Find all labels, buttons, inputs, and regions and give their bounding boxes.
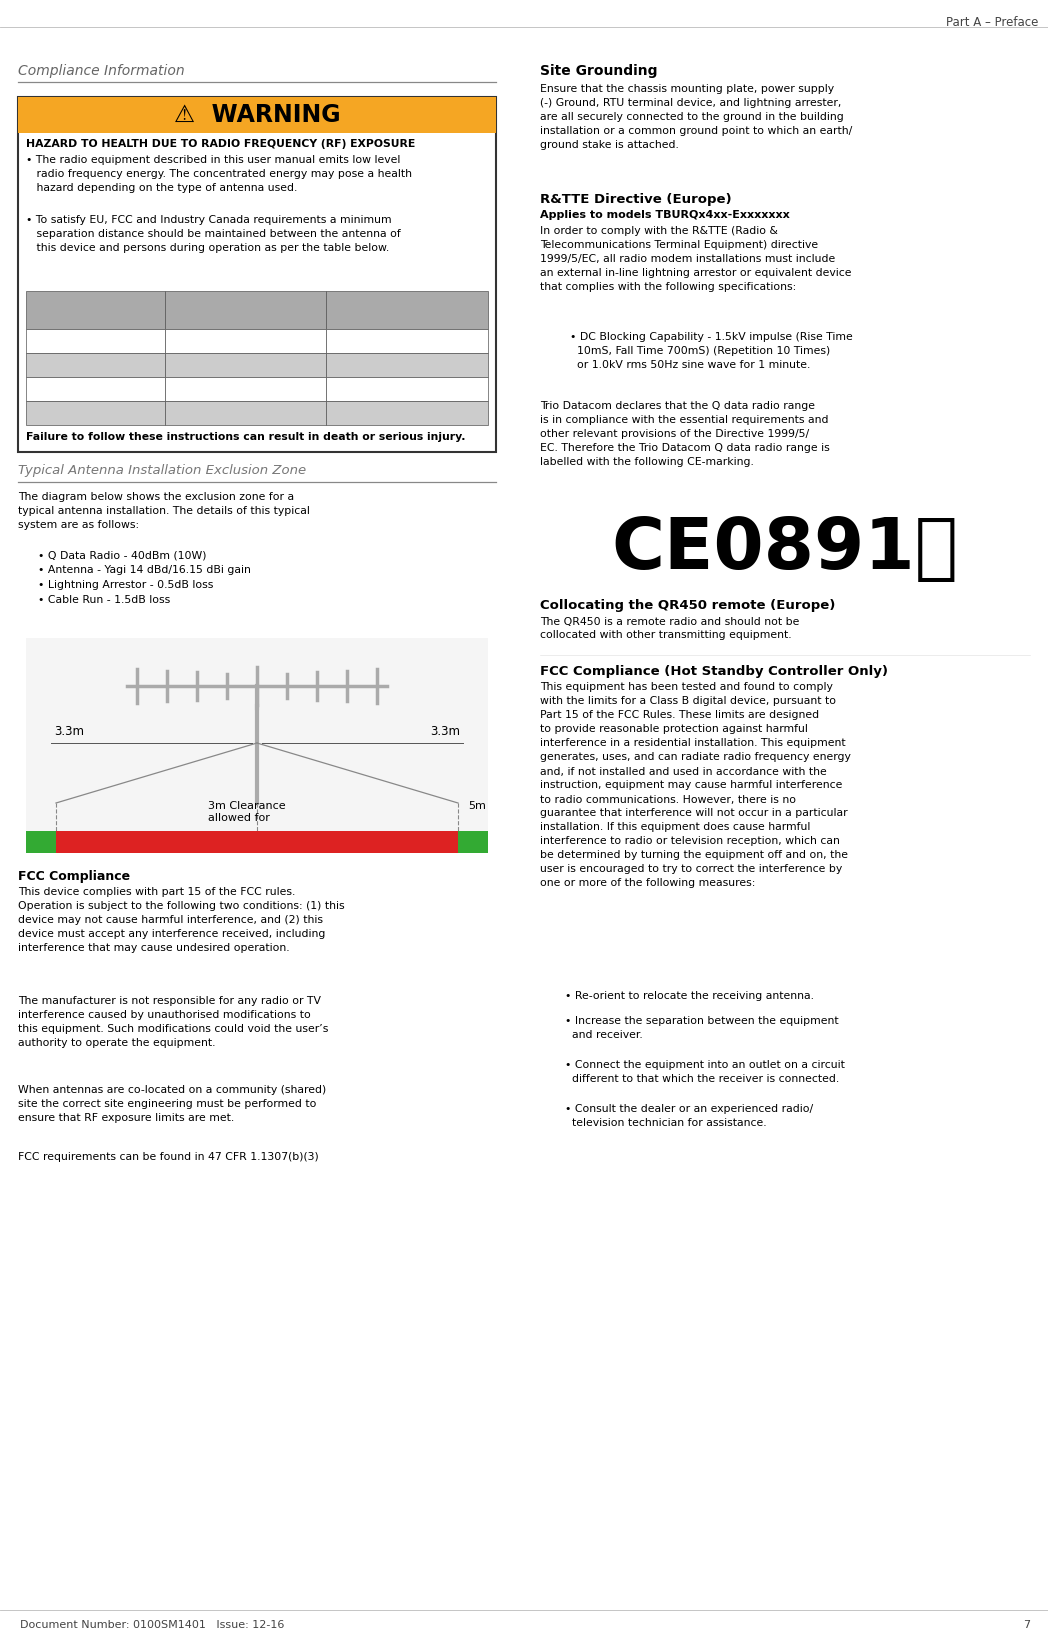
Bar [326, 377, 488, 401]
Bar [458, 832, 488, 853]
Text: Typical Antenna Installation Exclusion Zone: Typical Antenna Installation Exclusion Z… [18, 463, 306, 476]
Text: Trio Datacom declares that the Q data radio range
is in compliance with the esse: Trio Datacom declares that the Q data ra… [540, 401, 830, 467]
Text: 12 to 16: 12 to 16 [72, 408, 118, 417]
Bar [165, 401, 326, 426]
Text: Minimum Separation
from Antenna (Meters): Minimum Separation from Antenna (Meters) [184, 300, 307, 321]
Text: • Re-orient to relocate the receiving antenna.: • Re-orient to relocate the receiving an… [565, 992, 814, 1002]
Bar [165, 354, 326, 377]
Text: Applies to models TBURQx4xx-Exxxxxxx: Applies to models TBURQx4xx-Exxxxxxx [540, 210, 790, 221]
Text: ⚠  WARNING: ⚠ WARNING [174, 103, 341, 128]
Text: Document Number: 0100SM1401   Issue: 12-16: Document Number: 0100SM1401 Issue: 12-16 [20, 1621, 284, 1630]
Text: R&TTE Directive (Europe): R&TTE Directive (Europe) [540, 193, 732, 206]
Text: • Connect the equipment into an outlet on a circuit
  different to that which th: • Connect the equipment into an outlet o… [565, 1061, 845, 1084]
Text: 5m: 5m [468, 800, 486, 810]
Text: 3m Clearance
allowed for: 3m Clearance allowed for [209, 800, 286, 823]
Text: Minimum Separation from
Antenna (Feet Decimal): Minimum Separation from Antenna (Feet De… [337, 300, 477, 321]
Text: 3.3m: 3.3m [54, 725, 84, 738]
Bar [18, 97, 496, 452]
Text: Collocating the QR450 remote (Europe): Collocating the QR450 remote (Europe) [540, 599, 835, 612]
Bar [165, 291, 326, 329]
Text: In order to comply with the R&TTE (Radio &
Telecommunications Terminal Equipment: In order to comply with the R&TTE (Radio… [540, 226, 851, 293]
Bar [326, 354, 488, 377]
Text: 4.1: 4.1 [237, 385, 254, 395]
Text: Exclusion Zone: Exclusion Zone [204, 835, 309, 848]
Bar [326, 291, 488, 329]
Text: CE0891Ⓘ: CE0891Ⓘ [611, 514, 959, 583]
Text: This equipment has been tested and found to comply
with the limits for a Class B: This equipment has been tested and found… [540, 683, 851, 889]
Text: 2.6: 2.6 [237, 360, 254, 370]
Text: • DC Blocking Capability - 1.5kV impulse (Rise Time
  10mS, Fall Time 700mS) (Re: • DC Blocking Capability - 1.5kV impulse… [570, 332, 853, 370]
Bar [26, 401, 165, 426]
Bar [26, 638, 488, 853]
Bar [18, 97, 496, 133]
Text: 3.3m: 3.3m [430, 725, 460, 738]
Text: FCC Compliance (Hot Standby Controller Only): FCC Compliance (Hot Standby Controller O… [540, 665, 888, 678]
Bar [326, 329, 488, 354]
Text: 5.3: 5.3 [398, 336, 416, 345]
Bar [56, 832, 458, 853]
Text: Site Grounding: Site Grounding [540, 64, 657, 79]
Text: The manufacturer is not responsible for any radio or TV
interference caused by u: The manufacturer is not responsible for … [18, 997, 328, 1048]
Text: The diagram below shows the exclusion zone for a
typical antenna installation. T: The diagram below shows the exclusion zo… [18, 493, 310, 530]
Text: • Lightning Arrestor - 0.5dB loss: • Lightning Arrestor - 0.5dB loss [38, 579, 214, 589]
Text: 1.6: 1.6 [237, 336, 254, 345]
Text: 0 to 4: 0 to 4 [80, 336, 111, 345]
Bar [26, 832, 56, 853]
Text: 8.6: 8.6 [398, 360, 416, 370]
Text: • Consult the dealer or an experienced radio/
  television technician for assist: • Consult the dealer or an experienced r… [565, 1105, 813, 1128]
Bar [26, 354, 165, 377]
Text: 7: 7 [1023, 1621, 1030, 1630]
Bar [165, 329, 326, 354]
Text: Ensure that the chassis mounting plate, power supply
(-) Ground, RTU terminal de: Ensure that the chassis mounting plate, … [540, 83, 852, 151]
Text: Range of Antenna
system gains (dBd): Range of Antenna system gains (dBd) [44, 300, 147, 321]
Text: Compliance Information: Compliance Information [18, 64, 184, 79]
Text: • Increase the separation between the equipment
  and receiver.: • Increase the separation between the eq… [565, 1015, 838, 1039]
Text: • To satisfy EU, FCC and Industry Canada requirements a minimum
   separation di: • To satisfy EU, FCC and Industry Canada… [26, 214, 400, 254]
Text: • Antenna - Yagi 14 dBd/16.15 dBi gain: • Antenna - Yagi 14 dBd/16.15 dBi gain [38, 565, 250, 575]
Text: HAZARD TO HEALTH DUE TO RADIO FREQUENCY (RF) EXPOSURE: HAZARD TO HEALTH DUE TO RADIO FREQUENCY … [26, 139, 415, 149]
Bar [326, 401, 488, 426]
Bar [165, 377, 326, 401]
Text: The QR450 is a remote radio and should not be
collocated with other transmitting: The QR450 is a remote radio and should n… [540, 617, 800, 640]
Bar [26, 329, 165, 354]
Text: • Cable Run - 1.5dB loss: • Cable Run - 1.5dB loss [38, 594, 170, 606]
Text: 8 to 12: 8 to 12 [77, 385, 114, 395]
Text: 21: 21 [400, 408, 414, 417]
Text: 6.4: 6.4 [237, 408, 254, 417]
Text: Failure to follow these instructions can result in death or serious injury.: Failure to follow these instructions can… [26, 432, 465, 442]
Text: FCC Compliance: FCC Compliance [18, 869, 130, 882]
Text: 4 to 8: 4 to 8 [80, 360, 111, 370]
Text: When antennas are co-located on a community (shared)
site the correct site engin: When antennas are co-located on a commun… [18, 1085, 326, 1123]
Text: 13.5: 13.5 [395, 385, 419, 395]
Bar [26, 377, 165, 401]
Text: • Q Data Radio - 40dBm (10W): • Q Data Radio - 40dBm (10W) [38, 550, 206, 560]
Text: Part A – Preface: Part A – Preface [945, 16, 1038, 29]
Text: • The radio equipment described in this user manual emits low level
   radio fre: • The radio equipment described in this … [26, 156, 412, 193]
Text: This device complies with part 15 of the FCC rules.
Operation is subject to the : This device complies with part 15 of the… [18, 887, 345, 953]
Bar [26, 291, 165, 329]
Text: FCC requirements can be found in 47 CFR 1.1307(b)(3): FCC requirements can be found in 47 CFR … [18, 1152, 319, 1162]
